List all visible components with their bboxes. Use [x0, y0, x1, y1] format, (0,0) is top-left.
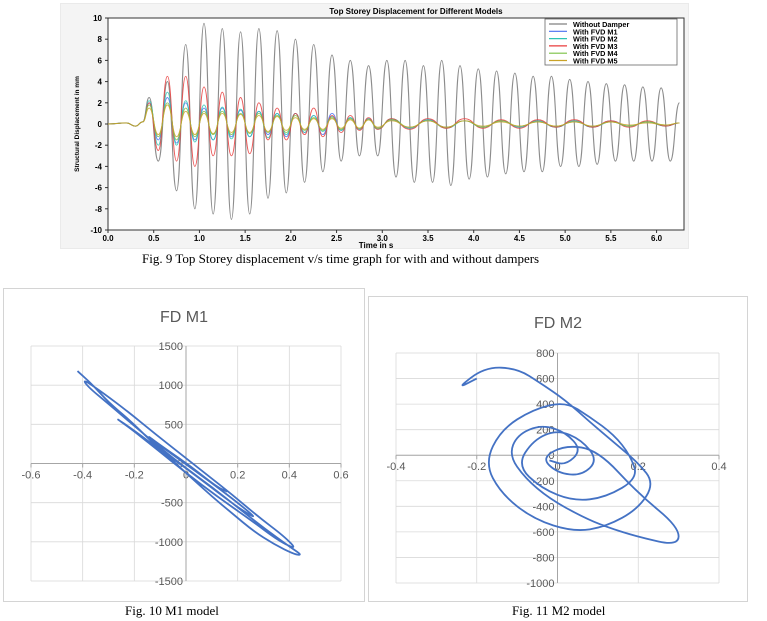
y-tick-label: -1000 — [155, 537, 183, 549]
x-tick-label: 3.0 — [377, 234, 389, 243]
x-tick-label: 0.5 — [148, 234, 160, 243]
y-tick-label: 8 — [98, 35, 103, 44]
y-tick-label: 2 — [98, 99, 103, 108]
x-tick-label: 5.5 — [605, 234, 617, 243]
legend-label: With FVD M3 — [573, 42, 618, 51]
x-tick-label: 0.6 — [333, 470, 348, 482]
x-tick-label: 1.0 — [194, 234, 206, 243]
x-tick-label: 4.0 — [468, 234, 480, 243]
series-line — [107, 91, 680, 146]
x-tick-label: 0.2 — [230, 470, 245, 482]
y-tick-label: -400 — [532, 501, 554, 513]
hysteresis-loop — [76, 370, 301, 556]
fig9-panel: 10 8 6 4 2 0 -2 -4 -6 -8 -10 0.0 0.5 1.0 1.5 2.0 2.5 3.0 3… — [60, 3, 689, 250]
x-tick-label: -0.6 — [22, 470, 41, 482]
x-tick-label: -0.4 — [73, 470, 92, 482]
y-tick-label: 600 — [536, 374, 554, 386]
x-axis-label: Time in s — [359, 241, 394, 248]
chart-title: Top Storey Displacement for Different Mo… — [329, 7, 503, 16]
legend-label: With FVD M2 — [573, 35, 618, 44]
x-tick-label: 0.4 — [282, 470, 297, 482]
y-tick-label: 500 — [165, 419, 183, 431]
series-line — [107, 22, 680, 220]
y-axis-label: Structural Displacement in mm — [74, 76, 81, 172]
y-tick-label: 1000 — [159, 380, 183, 392]
y-tick-label: 10 — [93, 14, 102, 23]
fig10-panel: 150010005000-500-1000-1500-0.6-0.4-0.200… — [3, 288, 365, 602]
x-tick-label: 2.0 — [285, 234, 297, 243]
x-tick-label: 4.5 — [514, 234, 526, 243]
y-tick-label: 6 — [98, 56, 103, 65]
legend-box — [544, 18, 678, 66]
x-tick-label: 0.4 — [711, 461, 726, 473]
y-tick-label: 0 — [548, 450, 554, 462]
y-tick-label: -800 — [532, 552, 554, 564]
series-line — [107, 104, 680, 138]
y-tick-label: -6 — [95, 184, 103, 193]
fig10-caption: Fig. 10 M1 model — [125, 603, 219, 618]
x-tick-label: -0.2 — [467, 461, 486, 473]
y-tick-label: -600 — [532, 527, 554, 539]
x-tick-label: 2.5 — [331, 234, 343, 243]
x-tick-label: 5.0 — [560, 234, 572, 243]
x-tick-label: 3.5 — [422, 234, 434, 243]
legend-label: With FVD M4 — [573, 49, 618, 58]
fig11-panel: 800 600 400 200 0 -200 -400 -600 -800 -1000 -0.4 -0… — [368, 296, 748, 602]
x-tick-label: 1.5 — [240, 234, 252, 243]
y-tick-label: -10 — [90, 226, 102, 235]
y-tick-label: -8 — [95, 205, 103, 214]
y-tick-label: -1000 — [526, 578, 554, 590]
x-tick-label: 0.0 — [102, 234, 114, 243]
fig11-caption: Fig. 11 M2 model — [512, 603, 606, 618]
y-tick-label: 0 — [98, 120, 103, 129]
x-tick-label: 6.0 — [651, 234, 663, 243]
y-tick-label: -4 — [95, 162, 103, 171]
chart-title: FD M2 — [534, 315, 582, 332]
chart-title: FD M1 — [160, 309, 208, 326]
legend-label: With FVD M5 — [573, 57, 618, 66]
y-tick-label: 800 — [536, 348, 554, 360]
legend-label: With FVD M1 — [573, 27, 618, 36]
fig9-chart: 10 8 6 4 2 0 -2 -4 -6 -8 -100.0 0.5 1.0 1.5 2.0 2.5 3.0 3… — [74, 7, 685, 250]
x-tick-label: -0.2 — [125, 470, 144, 482]
fig9-caption: Fig. 9 Top Storey displacement v/s time … — [142, 251, 540, 266]
fd-m1-chart: 150010005000-500-1000-1500-0.6-0.4-0.200… — [22, 309, 349, 588]
hysteresis-loop — [461, 366, 680, 544]
y-tick-label: -2 — [95, 141, 103, 150]
y-tick-label: -500 — [161, 498, 183, 510]
y-tick-label: 4 — [98, 78, 103, 87]
y-tick-label: -1500 — [155, 576, 183, 588]
x-tick-label: -0.4 — [387, 461, 406, 473]
y-tick-label: 1500 — [159, 341, 183, 353]
legend-label: Without Damper — [573, 20, 629, 29]
